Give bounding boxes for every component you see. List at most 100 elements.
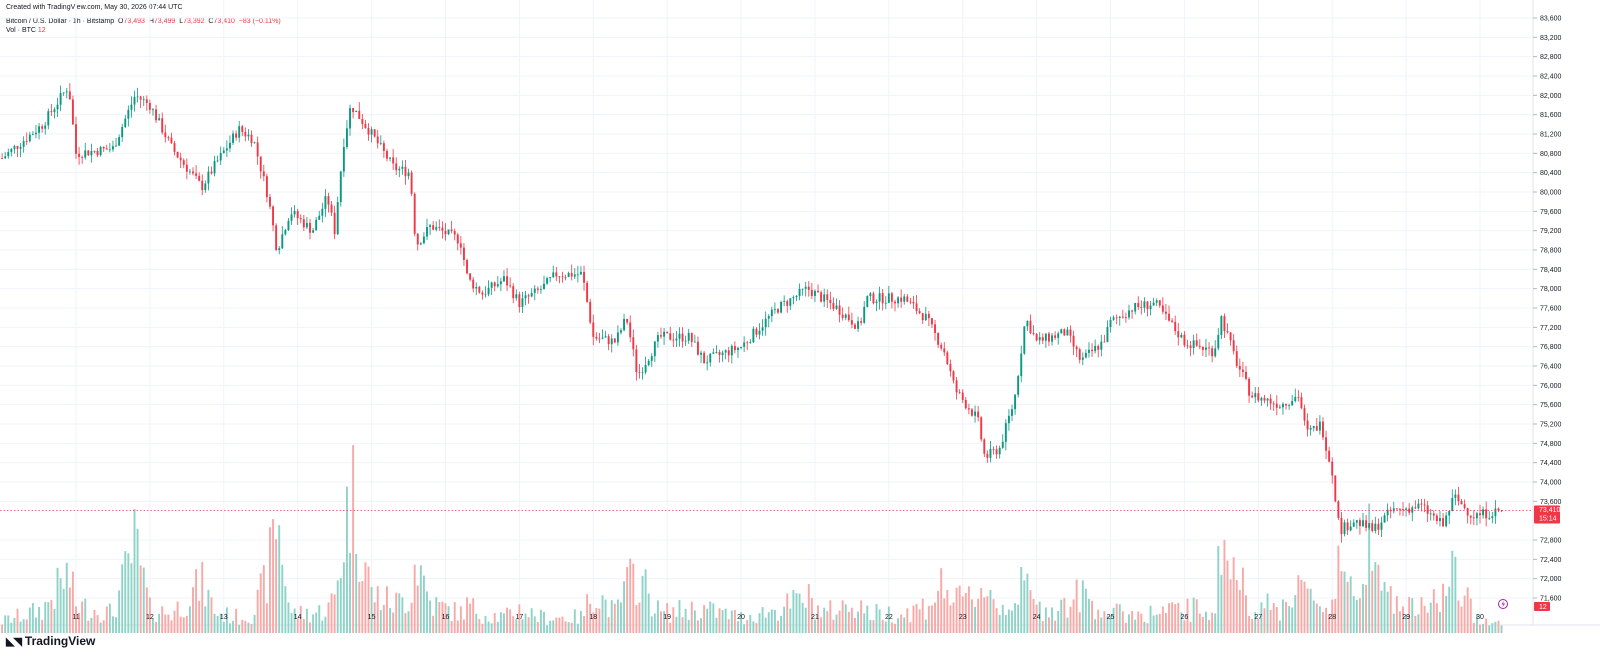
volume-bar [1245, 595, 1247, 633]
volume-bar [878, 609, 881, 633]
volume-bar [1235, 580, 1238, 633]
volume-bar [1177, 602, 1180, 633]
candle-body [1238, 365, 1241, 370]
volume-bar [1303, 581, 1306, 633]
volume-bar [506, 607, 509, 633]
volume-bar [955, 587, 958, 633]
candle-body [419, 243, 422, 245]
candle-body [278, 248, 281, 251]
candle-body [228, 142, 231, 149]
volume-bar [715, 617, 718, 633]
candle-body [155, 109, 158, 121]
candle-body [28, 134, 31, 142]
volume-bar [35, 617, 37, 633]
candle-body [90, 150, 93, 156]
candle-body [823, 294, 826, 302]
candle-body [777, 309, 779, 313]
candle-body [293, 210, 296, 215]
volume-bar [638, 602, 641, 633]
candle-body [743, 342, 746, 347]
candle-body [789, 298, 792, 306]
volume-bar [1306, 588, 1309, 633]
volume-bar [333, 594, 336, 633]
candle-body [860, 321, 863, 323]
volume-bar [1460, 606, 1463, 633]
volume-bar [992, 599, 995, 633]
volume-bar [413, 564, 416, 633]
volume-bar [1263, 608, 1266, 633]
candle-body [681, 333, 684, 342]
candle-body [250, 134, 253, 143]
price-change: −83 (−0.11%) [238, 18, 281, 25]
volume-bar [530, 608, 533, 633]
volume-bar [182, 617, 185, 633]
candle-body [810, 289, 813, 296]
candle-body [533, 288, 536, 293]
candle-body [1488, 518, 1491, 519]
candle-body [1195, 340, 1198, 346]
volume-bar [136, 528, 139, 633]
volume-bar [1398, 611, 1401, 633]
volume-bar [1081, 580, 1084, 633]
candle-body [921, 313, 924, 321]
volume-bar [623, 581, 626, 633]
candle-body [1189, 345, 1192, 349]
candle-body [330, 204, 333, 213]
candle-body [232, 133, 234, 143]
candle-body [546, 278, 549, 284]
candle-body [1398, 509, 1401, 510]
lightning-icon-glyph [1501, 600, 1505, 608]
candle-body [312, 230, 315, 233]
volume-bar [173, 610, 176, 633]
volume-bar [887, 606, 890, 633]
volume-bar [1131, 610, 1134, 633]
volume-bar [610, 600, 613, 633]
volume-bar [1189, 621, 1192, 633]
candle-body [164, 132, 167, 138]
candle-body [158, 118, 161, 121]
volume-bar [1389, 586, 1392, 633]
volume-bar [44, 602, 47, 633]
candle-body [841, 314, 844, 318]
last-price-tag [1534, 505, 1560, 524]
candle-body [940, 344, 943, 349]
volume-bar [75, 606, 77, 633]
volume-bar [1158, 613, 1161, 633]
candle-body [1094, 345, 1097, 352]
volume-bar [265, 603, 268, 633]
candle-body [770, 309, 773, 317]
candle-body [198, 175, 201, 181]
volume-bar [527, 617, 530, 633]
volume-bar [746, 620, 749, 633]
volume-bar [1146, 623, 1149, 633]
candle-body [462, 247, 465, 260]
candle-body [16, 146, 19, 149]
volume-bar [302, 619, 305, 633]
volume-bar [1118, 604, 1121, 633]
volume-bar [253, 614, 256, 633]
tradingview-logo-icon: ◣◥ [6, 635, 22, 648]
volume-bar [453, 602, 456, 633]
volume-bar [1220, 574, 1223, 633]
candle-body [336, 202, 339, 235]
tradingview-logo[interactable]: ◣◥ TradingView [6, 634, 96, 648]
candle-body [869, 293, 872, 297]
volume-bar [324, 616, 327, 633]
candle-body [201, 180, 204, 191]
candle-body [656, 335, 659, 342]
candle-body [44, 125, 47, 129]
volume-bar [764, 617, 767, 633]
candle-body [752, 328, 755, 343]
candle-body [35, 132, 37, 135]
candle-body [718, 351, 721, 355]
volume-bar [1281, 599, 1284, 633]
x-tick-label: 19 [663, 614, 671, 621]
volume-bar [1069, 606, 1072, 633]
volume-bar [130, 563, 133, 633]
volume-bar [28, 607, 31, 633]
candle-body [918, 311, 921, 314]
volume-bar [118, 590, 121, 633]
candle-body [567, 272, 570, 277]
candle-body [1134, 303, 1137, 312]
